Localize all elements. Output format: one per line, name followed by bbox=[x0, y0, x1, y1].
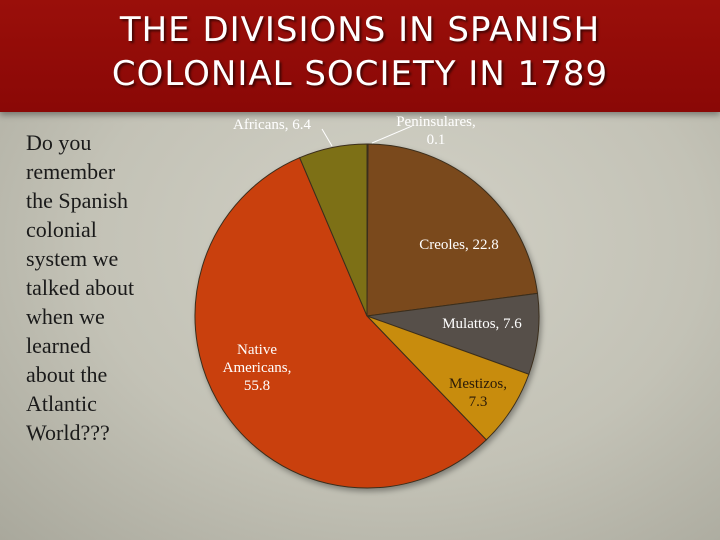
data-label-mulattos: Mulattos, 7.6 bbox=[442, 316, 522, 332]
body-line: learned bbox=[26, 333, 91, 358]
data-label-peninsulares: Peninsulares, 0.1 bbox=[396, 114, 476, 148]
data-label-africans: Africans, 6.4 bbox=[233, 117, 311, 133]
slide-title-line-2: Colonial Society in 1789 bbox=[111, 54, 609, 94]
pie-slice-creoles bbox=[366, 143, 539, 317]
leader-line bbox=[321, 128, 333, 147]
body-line: colonial bbox=[26, 217, 97, 242]
data-label-mestizos: Mestizos, 7.3 bbox=[449, 376, 507, 410]
body-line: Atlantic bbox=[26, 391, 97, 416]
body-line: when we bbox=[26, 304, 105, 329]
body-line: Do you bbox=[26, 130, 92, 155]
body-line: World??? bbox=[26, 420, 110, 445]
data-label-native-americans: Native Americans, 55.8 bbox=[223, 342, 292, 394]
slide-title-line-1: The Divisions in Spanish bbox=[119, 10, 601, 50]
pie-slice-africans bbox=[299, 143, 368, 317]
title-bar: The Divisions in Spanish Colonial Societ… bbox=[0, 0, 720, 112]
pie-slice-native-americans bbox=[194, 157, 488, 489]
body-line: system we bbox=[26, 246, 119, 271]
pie-slices bbox=[194, 143, 540, 489]
body-line: about the bbox=[26, 362, 108, 387]
body-text: Do you remember the Spanish colonial sys… bbox=[26, 128, 186, 447]
body-line: the Spanish bbox=[26, 188, 129, 213]
data-label-creoles: Creoles, 22.8 bbox=[419, 237, 499, 253]
leader-line bbox=[371, 125, 413, 144]
body-line: talked about bbox=[26, 275, 135, 300]
body-line: remember bbox=[26, 159, 116, 184]
